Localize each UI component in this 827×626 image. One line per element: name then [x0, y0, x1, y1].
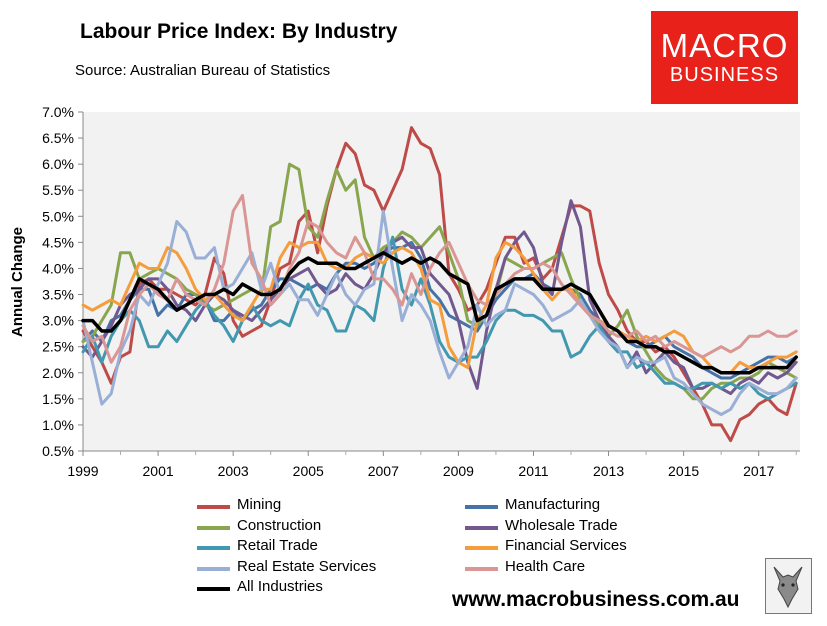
x-tick-label: 2005 [293, 463, 324, 479]
legend-swatch [465, 505, 498, 509]
series-line-all-industries [81, 251, 798, 375]
legend-swatch [197, 505, 230, 509]
axes: 0.5% 1.0% 1.5% 2.0% 2.5% 3.0% 3.5% 4.0% 4.5% 5.0%… [42, 104, 800, 479]
x-tick-label: 2013 [593, 463, 624, 479]
legend-swatch [465, 566, 498, 571]
y-tick-label: 4.0% [42, 260, 74, 276]
x-tick-label: 2015 [668, 463, 699, 479]
legend-swatch [197, 525, 230, 530]
y-tick-label: 5.5% [42, 182, 74, 198]
series-line-real-estate-services [81, 209, 798, 416]
brand-logo: MACRO BUSINESS [651, 11, 798, 104]
legend-swatch [465, 525, 498, 530]
legend-label: Wholesale Trade [505, 516, 618, 534]
legend-label: Real Estate Services [237, 557, 377, 575]
plot-area [83, 112, 800, 451]
x-tick-label: 2001 [143, 463, 174, 479]
legend-label: Retail Trade [237, 537, 318, 554]
y-tick-label: 3.5% [42, 287, 74, 303]
y-tick-label: 4.5% [42, 234, 74, 250]
brand-line2: BUSINESS [669, 64, 780, 86]
legend-swatch [197, 546, 230, 550]
x-tick-label: 2009 [443, 463, 474, 479]
series-layer [81, 126, 798, 443]
series-line-wholesale-trade [81, 199, 798, 396]
y-tick-label: 5.0% [42, 208, 74, 224]
legend-swatch [197, 587, 230, 591]
y-tick-label: 1.5% [42, 391, 74, 407]
legend-label: Health Care [505, 557, 586, 575]
y-tick-label: 1.0% [42, 417, 74, 433]
legend-label: Construction [237, 516, 322, 534]
chart-title: Labour Price Index: By Industry [80, 20, 398, 43]
y-tick-label: 2.0% [42, 365, 74, 381]
x-tick-label: 1999 [67, 463, 98, 479]
legend-swatch [197, 566, 230, 571]
legend-label: All Industries [237, 578, 323, 595]
x-tick-label: 2003 [218, 463, 249, 479]
series-line-health-care [81, 193, 798, 364]
y-axis-label: Annual Change [9, 227, 26, 337]
legend-label: Financial Services [505, 537, 627, 554]
legend-label: Mining [237, 496, 282, 513]
y-tick-label: 0.5% [42, 443, 74, 459]
wolf-icon [773, 566, 803, 609]
wolf-logo [765, 558, 812, 614]
website-url: www.macrobusiness.com.au [452, 588, 740, 611]
brand-line1: MACRO [660, 27, 789, 64]
chart-source: Source: Australian Bureau of Statistics [75, 62, 331, 79]
x-tick-label: 2011 [518, 463, 548, 479]
legend-swatch [465, 546, 498, 550]
y-tick-label: 3.0% [42, 313, 74, 329]
x-tick-label: 2017 [743, 463, 774, 479]
legend-label: Manufacturing [505, 496, 601, 513]
x-tick-label: 2007 [368, 463, 399, 479]
y-tick-label: 2.5% [42, 339, 74, 355]
y-tick-label: 6.0% [42, 156, 74, 172]
y-tick-label: 6.5% [42, 130, 74, 146]
y-tick-label: 7.0% [42, 104, 74, 120]
